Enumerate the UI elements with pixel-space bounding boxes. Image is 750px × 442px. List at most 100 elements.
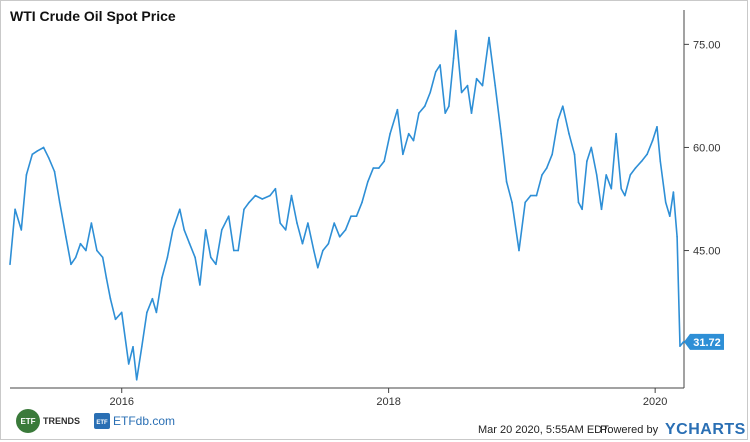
data-point: [448, 105, 450, 108]
etf-trends-logo-word: TRENDS: [43, 416, 80, 426]
data-point: [178, 208, 181, 211]
y-tick-label: 45.00: [693, 246, 721, 258]
data-point: [194, 256, 196, 259]
data-point: [151, 297, 154, 300]
data-point: [412, 139, 415, 142]
data-point: [434, 71, 437, 73]
last-value-label: 31.72: [693, 337, 721, 349]
data-point: [25, 174, 28, 176]
data-point: [620, 187, 623, 190]
data-point: [646, 153, 648, 156]
data-point: [172, 229, 174, 231]
data-point: [9, 263, 11, 266]
data-point: [58, 201, 61, 204]
data-point: [586, 160, 588, 162]
data-point: [367, 181, 369, 183]
data-point: [90, 222, 93, 224]
data-point: [535, 194, 538, 197]
data-point: [36, 150, 39, 152]
data-point: [481, 84, 484, 87]
data-point: [53, 170, 56, 173]
data-point: [316, 266, 319, 269]
data-point: [629, 174, 632, 176]
data-point: [183, 229, 185, 231]
data-point: [505, 181, 508, 183]
data-point: [455, 29, 457, 32]
x-tick-label: 2020: [643, 396, 667, 408]
data-point: [31, 153, 34, 156]
data-point: [307, 222, 309, 224]
data-point: [338, 236, 341, 238]
data-point: [215, 263, 217, 266]
data-point: [127, 363, 130, 365]
series-line-0: [9, 29, 685, 381]
chart-title: WTI Crude Oil Spot Price: [6, 6, 180, 26]
data-point: [659, 160, 662, 162]
last-value-marker: 31.72: [684, 333, 724, 350]
data-point: [166, 256, 169, 259]
data-point: [439, 64, 441, 66]
data-point: [312, 249, 315, 252]
data-point: [254, 194, 257, 197]
data-point: [624, 194, 626, 197]
data-point: [220, 229, 223, 231]
data-point: [114, 318, 117, 321]
data-point: [524, 201, 526, 204]
data-point: [135, 378, 138, 381]
x-tick-label: 2018: [376, 396, 400, 408]
data-point: [444, 112, 447, 114]
data-point: [494, 84, 497, 87]
data-point: [47, 156, 50, 159]
data-point: [333, 222, 336, 224]
data-point: [377, 167, 380, 169]
data-point: [475, 77, 478, 80]
data-point: [610, 187, 613, 190]
data-point: [634, 167, 637, 169]
data-point: [79, 242, 82, 245]
last-value-badge: [684, 333, 724, 350]
data-point: [605, 174, 608, 176]
data-point: [237, 249, 239, 252]
data-point: [668, 215, 671, 217]
data-point: [65, 236, 67, 238]
y-tick-label: 75.00: [693, 39, 721, 51]
data-point: [284, 229, 287, 231]
data-point: [248, 201, 250, 204]
powered-by-label: Powered by: [600, 424, 659, 436]
data-point: [42, 146, 45, 149]
data-point: [679, 345, 681, 347]
data-point: [274, 187, 277, 190]
y-tick-label: 60.00: [693, 142, 721, 154]
data-point: [429, 91, 432, 94]
data-point: [161, 277, 163, 279]
data-point: [101, 256, 104, 259]
data-point: [541, 174, 543, 176]
data-point: [279, 222, 281, 224]
data-point: [361, 201, 363, 204]
data-point: [460, 91, 463, 94]
data-point: [105, 277, 108, 279]
timestamp: Mar 20 2020, 5:55AM EDT.: [478, 424, 611, 436]
data-point: [452, 57, 455, 59]
data-point: [651, 139, 654, 142]
data-point: [590, 146, 593, 149]
etfdb-logo-mark: ETF: [96, 420, 108, 426]
data-point: [581, 208, 583, 211]
data-point: [418, 112, 420, 114]
data-point: [269, 194, 271, 197]
plot-area: [9, 10, 685, 389]
data-point: [290, 194, 293, 197]
data-point: [322, 249, 324, 252]
data-point: [155, 311, 158, 314]
data-point: [199, 284, 201, 286]
data-point: [188, 242, 191, 245]
data-point: [470, 112, 473, 114]
data-point: [561, 105, 564, 108]
data-point: [344, 229, 347, 231]
data-point: [70, 263, 72, 266]
data-point: [466, 84, 469, 87]
ycharts-logo: YCHARTS: [665, 421, 746, 438]
data-point: [518, 249, 520, 252]
